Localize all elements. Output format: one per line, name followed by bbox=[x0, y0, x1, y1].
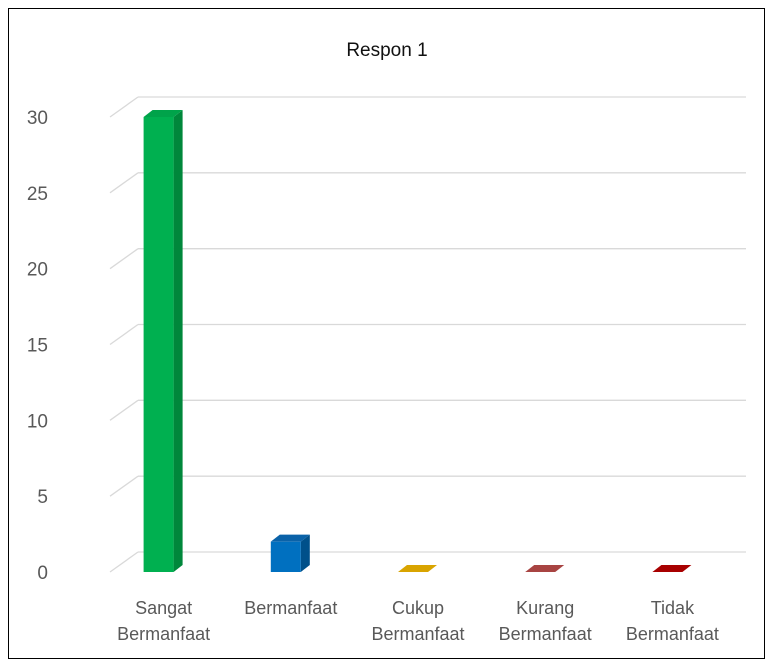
gridline-depth bbox=[109, 551, 139, 573]
bar-top bbox=[652, 565, 692, 572]
x-tick-label: Bermanfaat bbox=[626, 624, 719, 644]
chart-frame bbox=[8, 8, 765, 659]
bar-top bbox=[143, 110, 183, 117]
bar-top bbox=[525, 565, 565, 572]
x-tick-label: Sangat bbox=[135, 598, 192, 618]
chart-title: Respon 1 bbox=[346, 40, 428, 61]
x-tick-label: Tidak bbox=[651, 598, 695, 618]
x-tick-label: Bermanfaat bbox=[499, 624, 592, 644]
bar-side bbox=[173, 110, 183, 572]
bar bbox=[143, 117, 174, 572]
x-tick-label: Cukup bbox=[392, 598, 444, 618]
x-tick-label: Bermanfaat bbox=[244, 598, 337, 618]
bar-top bbox=[270, 534, 310, 542]
y-tick-label: 25 bbox=[27, 184, 48, 205]
y-tick-label: 10 bbox=[27, 411, 48, 432]
bar-side bbox=[300, 534, 310, 572]
gridline-depth bbox=[109, 248, 139, 270]
gridline-depth bbox=[109, 323, 139, 346]
x-tick-label: Bermanfaat bbox=[371, 624, 464, 644]
y-tick-label: 15 bbox=[27, 336, 48, 357]
y-tick-label: 20 bbox=[27, 260, 48, 281]
y-tick-label: 5 bbox=[37, 487, 48, 508]
gridline-depth bbox=[109, 399, 139, 421]
y-tick-label: 0 bbox=[37, 563, 48, 584]
y-tick-label: 30 bbox=[27, 108, 48, 129]
gridline-depth bbox=[109, 475, 139, 497]
gridline-depth bbox=[109, 96, 139, 118]
gridline-depth bbox=[109, 172, 139, 194]
x-tick-label: Kurang bbox=[516, 598, 574, 618]
x-tick-label: Bermanfaat bbox=[117, 624, 210, 644]
bar-top bbox=[398, 565, 437, 572]
bar bbox=[270, 541, 301, 572]
